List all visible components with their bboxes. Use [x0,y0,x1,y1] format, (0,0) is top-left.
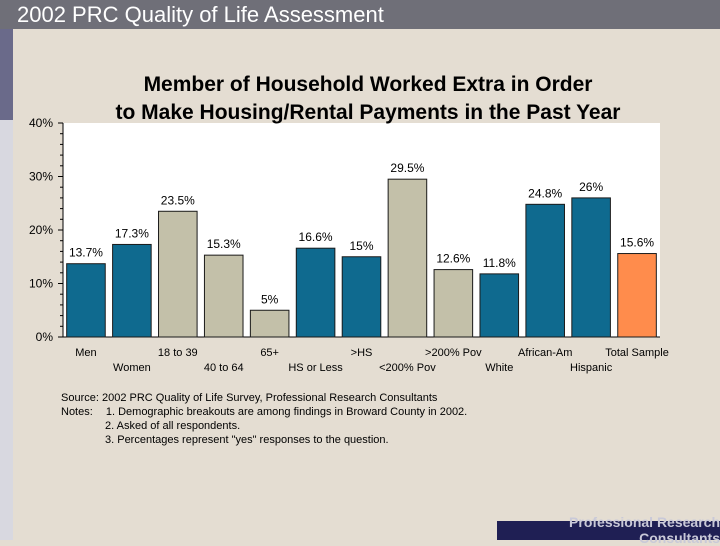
bar [295,247,336,338]
x-category-label: 65+ [260,347,279,359]
x-category-label: <200% Pov [379,362,436,374]
note-item: 3. Percentages represent "yes" responses… [105,434,389,446]
slide-title: 2002 PRC Quality of Life Assessment [17,2,384,27]
source-note: Source: 2002 PRC Quality of Life Survey,… [61,392,438,404]
bar [66,263,106,338]
bar [479,273,520,338]
bar-value-label: 15.6% [620,236,654,250]
bar [525,203,565,338]
bar-value-label: 16.6% [299,230,333,244]
bar-value-label: 24.8% [528,186,562,200]
bar-value-label: 11.8% [483,256,516,270]
left-accent-bar-top [0,0,13,120]
y-tick-label: 40% [29,116,53,130]
x-category-label: 18 to 39 [158,347,198,359]
x-category-label: Hispanic [570,362,613,374]
bar-value-label: 12.6% [436,252,470,266]
chart-title-line: to Make Housing/Rental Payments in the P… [116,101,621,124]
note-item: 2. Asked of all respondents. [105,420,241,432]
y-tick-label: 0% [36,330,54,344]
bar [617,253,657,338]
bar-value-label: 26% [579,180,603,194]
chart-title-line: Member of Household Worked Extra in Orde… [144,73,593,96]
footer-text: Professional Research Consultants [569,514,720,546]
x-category-label: Men [75,347,96,359]
x-category-label: >200% Pov [425,347,482,359]
chart-notes: Source: 2002 PRC Quality of Life Survey,… [61,391,467,447]
bar [158,210,198,338]
bar [341,256,382,338]
x-category-label: White [485,362,513,374]
x-category-label: HS or Less [288,362,343,374]
x-category-label: >HS [351,347,373,359]
note-item: 1. Demographic breakouts are among findi… [105,406,468,418]
x-category-label: 40 to 64 [204,362,244,374]
bar-value-label: 17.3% [115,226,149,240]
bar-value-label: 23.5% [161,193,195,207]
bar-value-label: 15.3% [207,237,241,251]
chart-title: Member of Household Worked Extra in Orde… [116,73,621,124]
y-tick-label: 30% [29,170,53,184]
bar [571,197,611,338]
bar [112,243,152,338]
bar [249,309,290,338]
y-tick-label: 20% [29,223,53,237]
footer-bar [497,521,720,540]
y-tick-label: 10% [29,277,53,291]
bar-value-label: 15% [349,239,373,253]
bar [387,178,428,338]
notes-label: Notes: [61,406,93,418]
x-category-label: African-Am [518,347,572,359]
left-accent-bar [0,0,13,540]
bar-value-label: 29.5% [390,161,424,175]
title-strip [0,0,720,29]
x-category-label: Total Sample [605,347,669,359]
bar-value-label: 13.7% [69,246,103,260]
bar [433,269,474,338]
x-category-label: Women [113,362,151,374]
bar [203,254,244,338]
bar-value-label: 5% [261,292,279,306]
